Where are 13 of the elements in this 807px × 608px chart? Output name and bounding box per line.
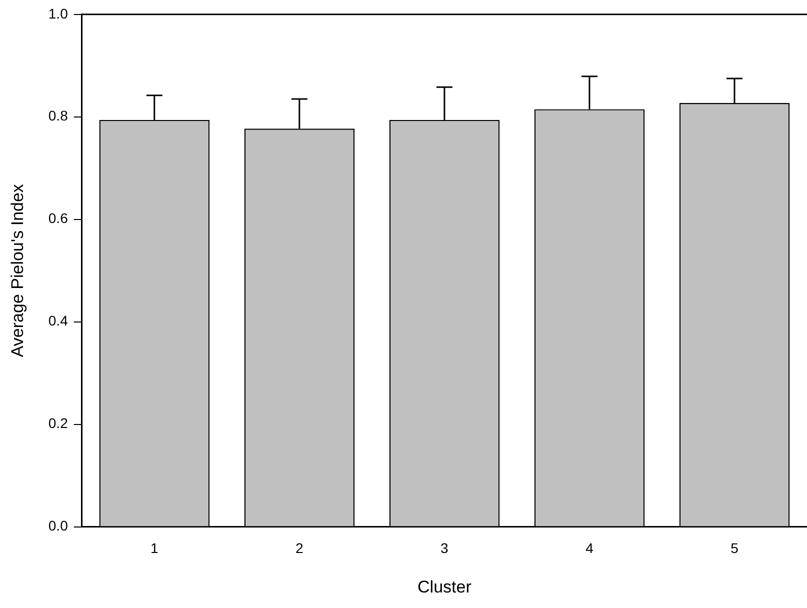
x-tick-label: 5	[730, 540, 739, 556]
x-tick-label: 1	[150, 540, 158, 556]
y-tick-label: 0.0	[48, 518, 68, 534]
y-tick-label: 0.8	[48, 108, 68, 124]
y-axis-title: Average Pielou's Index	[8, 184, 27, 358]
x-axis-title: Cluster	[418, 577, 472, 596]
y-tick-label: 0.2	[48, 415, 68, 432]
y-tick-label: 0.4	[48, 312, 68, 329]
x-tick-label: 4	[586, 540, 594, 556]
x-tick-label: 2	[296, 540, 304, 556]
y-tick-label: 1.0	[48, 5, 68, 22]
x-tick-label: 3	[440, 540, 449, 556]
y-tick-label: 0.6	[48, 210, 68, 226]
